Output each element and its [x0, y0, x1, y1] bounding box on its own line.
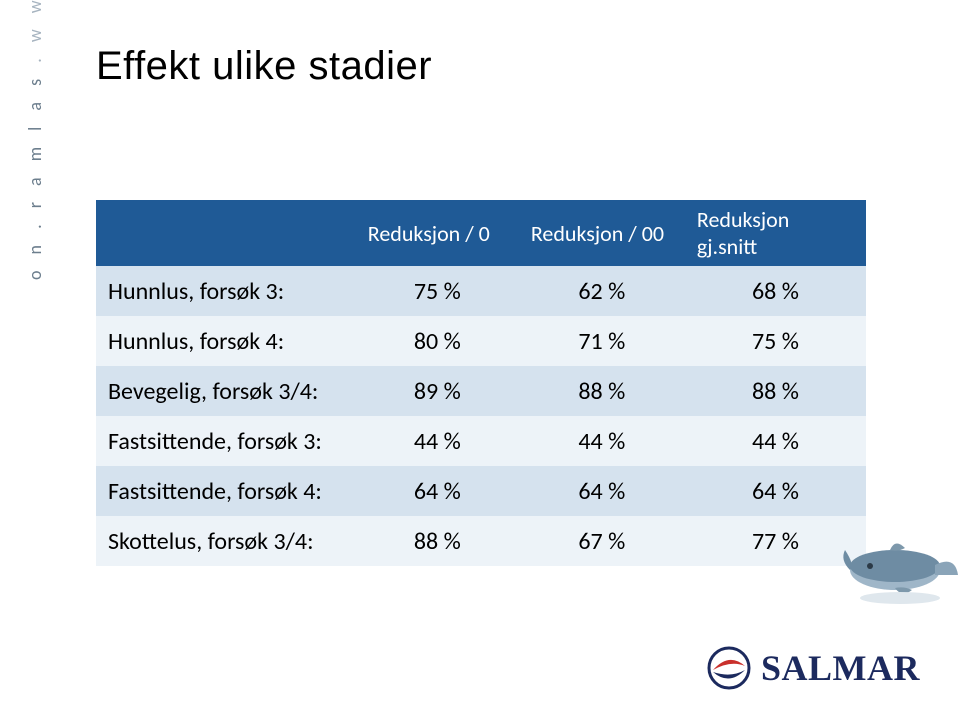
- data-table: Reduksjon / 0 Reduksjon / 00 Reduksjon g…: [96, 200, 866, 566]
- table-row: Fastsittende, forsøk 3: 44 % 44 % 44 %: [96, 416, 866, 466]
- cell-value: 64 %: [519, 466, 685, 516]
- cell-value: 64 %: [685, 466, 866, 516]
- cell-value: 75 %: [685, 316, 866, 366]
- table-header-row: Reduksjon / 0 Reduksjon / 00 Reduksjon g…: [96, 200, 866, 266]
- cell-label: Skottelus, forsøk 3/4:: [96, 516, 356, 566]
- page-title: Effekt ulike stadier: [96, 44, 432, 89]
- cell-value: 77 %: [685, 516, 866, 566]
- cell-value: 44 %: [685, 416, 866, 466]
- col-header-2: Reduksjon / 00: [519, 200, 685, 266]
- cell-value: 44 %: [356, 416, 519, 466]
- col-header-3: Reduksjon gj.snitt: [685, 200, 866, 266]
- table-row: Hunnlus, forsøk 3: 75 % 62 % 68 %: [96, 266, 866, 316]
- logo-icon: [707, 646, 751, 690]
- table-row: Bevegelig, forsøk 3/4: 89 % 88 % 88 %: [96, 366, 866, 416]
- cell-value: 75 %: [356, 266, 519, 316]
- cell-value: 71 %: [519, 316, 685, 366]
- cell-value: 88 %: [685, 366, 866, 416]
- cell-value: 62 %: [519, 266, 685, 316]
- cell-value: 44 %: [519, 416, 685, 466]
- cell-value: 89 %: [356, 366, 519, 416]
- cell-label: Hunnlus, forsøk 3:: [96, 266, 356, 316]
- table-row: Fastsittende, forsøk 4: 64 % 64 % 64 %: [96, 466, 866, 516]
- logo-text: SALMAR: [761, 647, 920, 689]
- slide: Effekt ulike stadier o n . r a m l a s .…: [0, 0, 960, 720]
- side-url-dark: o n . r a m l a s: [24, 73, 46, 280]
- cell-value: 80 %: [356, 316, 519, 366]
- logo: SALMAR: [707, 646, 920, 690]
- cell-value: 68 %: [685, 266, 866, 316]
- cell-label: Fastsittende, forsøk 3:: [96, 416, 356, 466]
- col-header-1: Reduksjon / 0: [356, 200, 519, 266]
- col-header-0: [96, 200, 356, 266]
- table-row: Hunnlus, forsøk 4: 80 % 71 % 75 %: [96, 316, 866, 366]
- cell-value: 88 %: [519, 366, 685, 416]
- fish-icon: [840, 520, 960, 610]
- cell-label: Bevegelig, forsøk 3/4:: [96, 366, 356, 416]
- cell-label: Fastsittende, forsøk 4:: [96, 466, 356, 516]
- cell-value: 64 %: [356, 466, 519, 516]
- cell-label: Hunnlus, forsøk 4:: [96, 316, 356, 366]
- side-url-light: . w w w: [24, 0, 46, 63]
- cell-value: 67 %: [519, 516, 685, 566]
- side-url: o n . r a m l a s . w w w: [24, 0, 46, 280]
- cell-value: 88 %: [356, 516, 519, 566]
- table-row: Skottelus, forsøk 3/4: 88 % 67 % 77 %: [96, 516, 866, 566]
